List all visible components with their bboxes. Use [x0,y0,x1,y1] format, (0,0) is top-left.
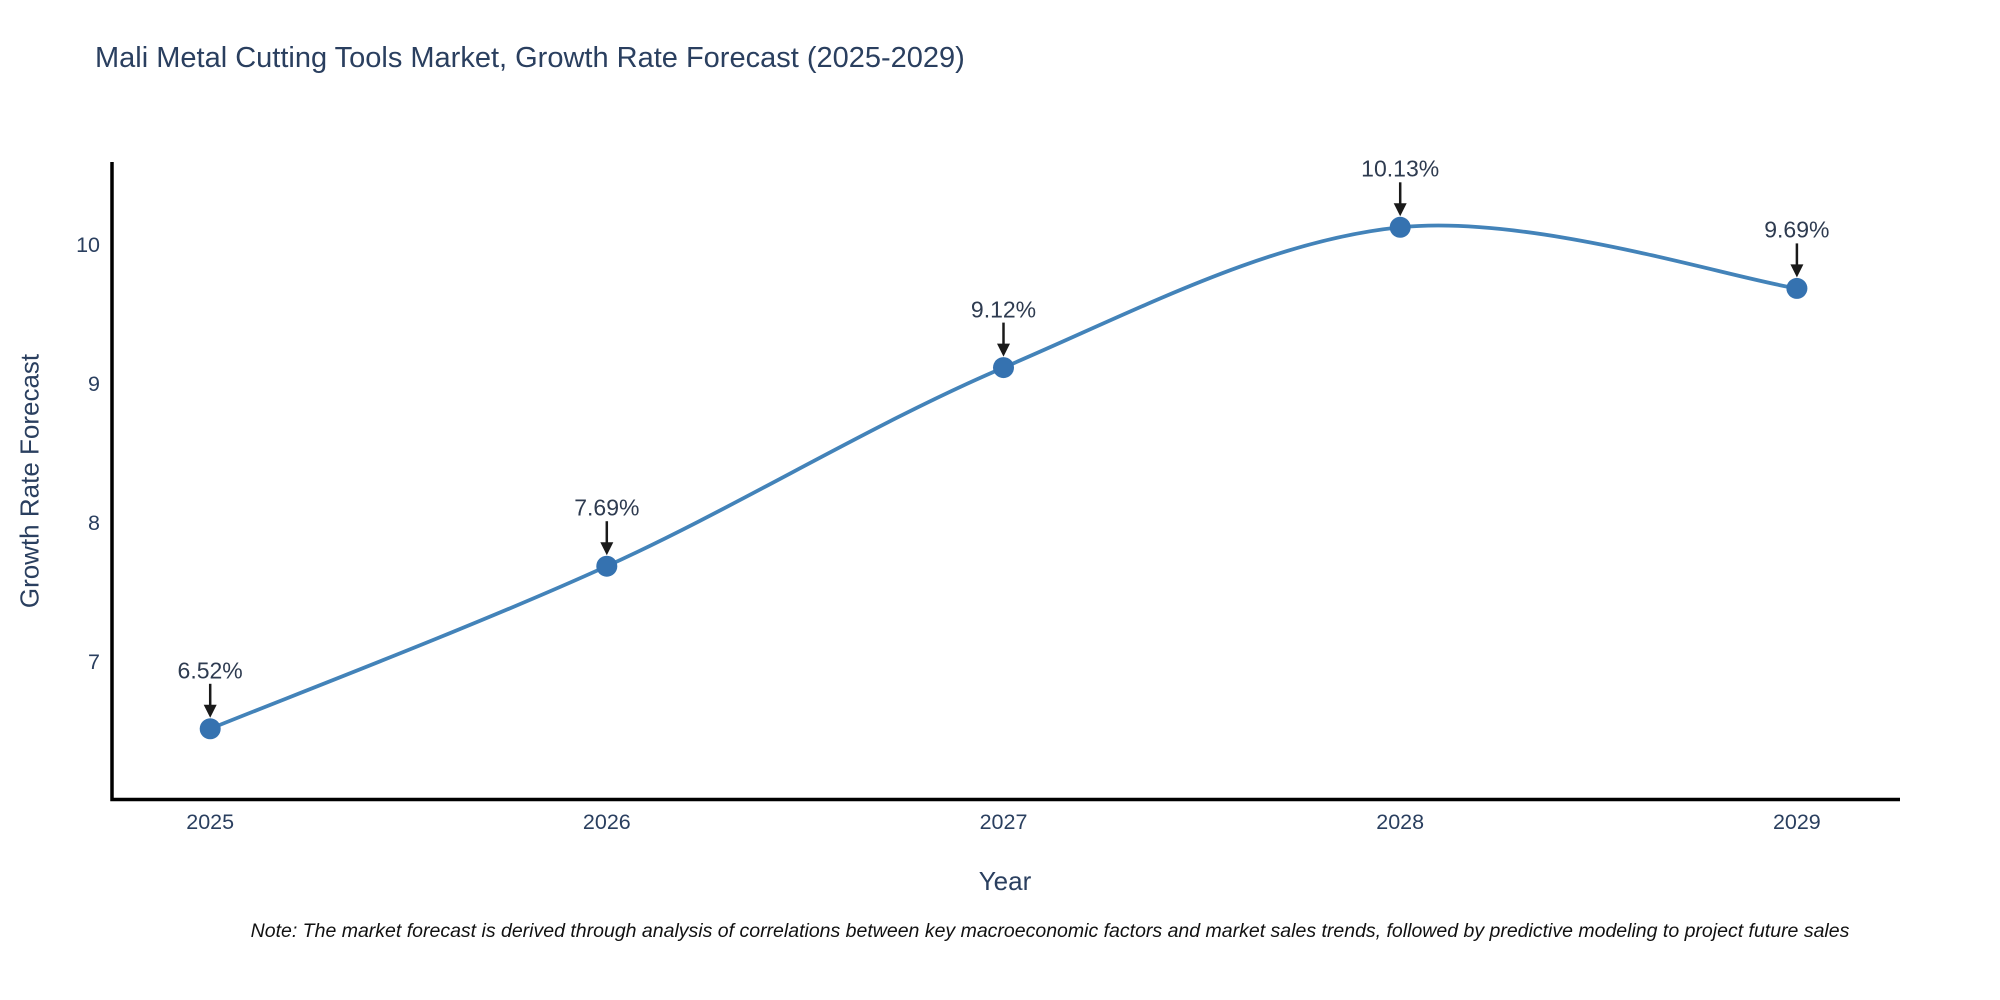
annotation-arrowhead-icon [997,343,1010,357]
data-point-marker[interactable] [1786,277,1808,299]
x-tick-label: 2025 [186,810,235,834]
data-point-label: 9.69% [1764,216,1830,243]
data-point-label: 9.12% [970,296,1037,323]
y-tick-label: 9 [88,372,100,397]
chart-title: Mali Metal Cutting Tools Market, Growth … [95,42,965,74]
y-tick-label: 7 [88,650,100,675]
x-axis-title: Year [978,866,1032,896]
x-tick-label: 2026 [582,810,631,834]
annotation-arrowhead-icon [203,704,217,718]
annotation-arrowhead-icon [1790,264,1804,278]
y-axis-title: Growth Rate Forecast [14,353,45,609]
data-point-marker[interactable] [199,718,221,740]
data-point-marker[interactable] [596,555,618,577]
data-point-label: 7.69% [574,494,640,521]
data-point-label: 10.13% [1361,155,1440,182]
x-tick-label: 2027 [979,810,1028,834]
annotation-arrowhead-icon [1393,203,1407,217]
axis-spines [110,162,1900,802]
data-point-label: 6.52% [177,657,243,684]
footnote: Note: The market forecast is derived thr… [250,920,1850,942]
data-point-marker[interactable] [993,357,1014,379]
annotation-arrowhead-icon [600,542,614,556]
x-tick-label: 2029 [1772,810,1821,834]
y-tick-label: 8 [88,511,100,536]
y-tick-label: 10 [76,233,100,258]
data-point-marker[interactable] [1389,216,1411,238]
x-tick-label: 2028 [1376,810,1425,834]
